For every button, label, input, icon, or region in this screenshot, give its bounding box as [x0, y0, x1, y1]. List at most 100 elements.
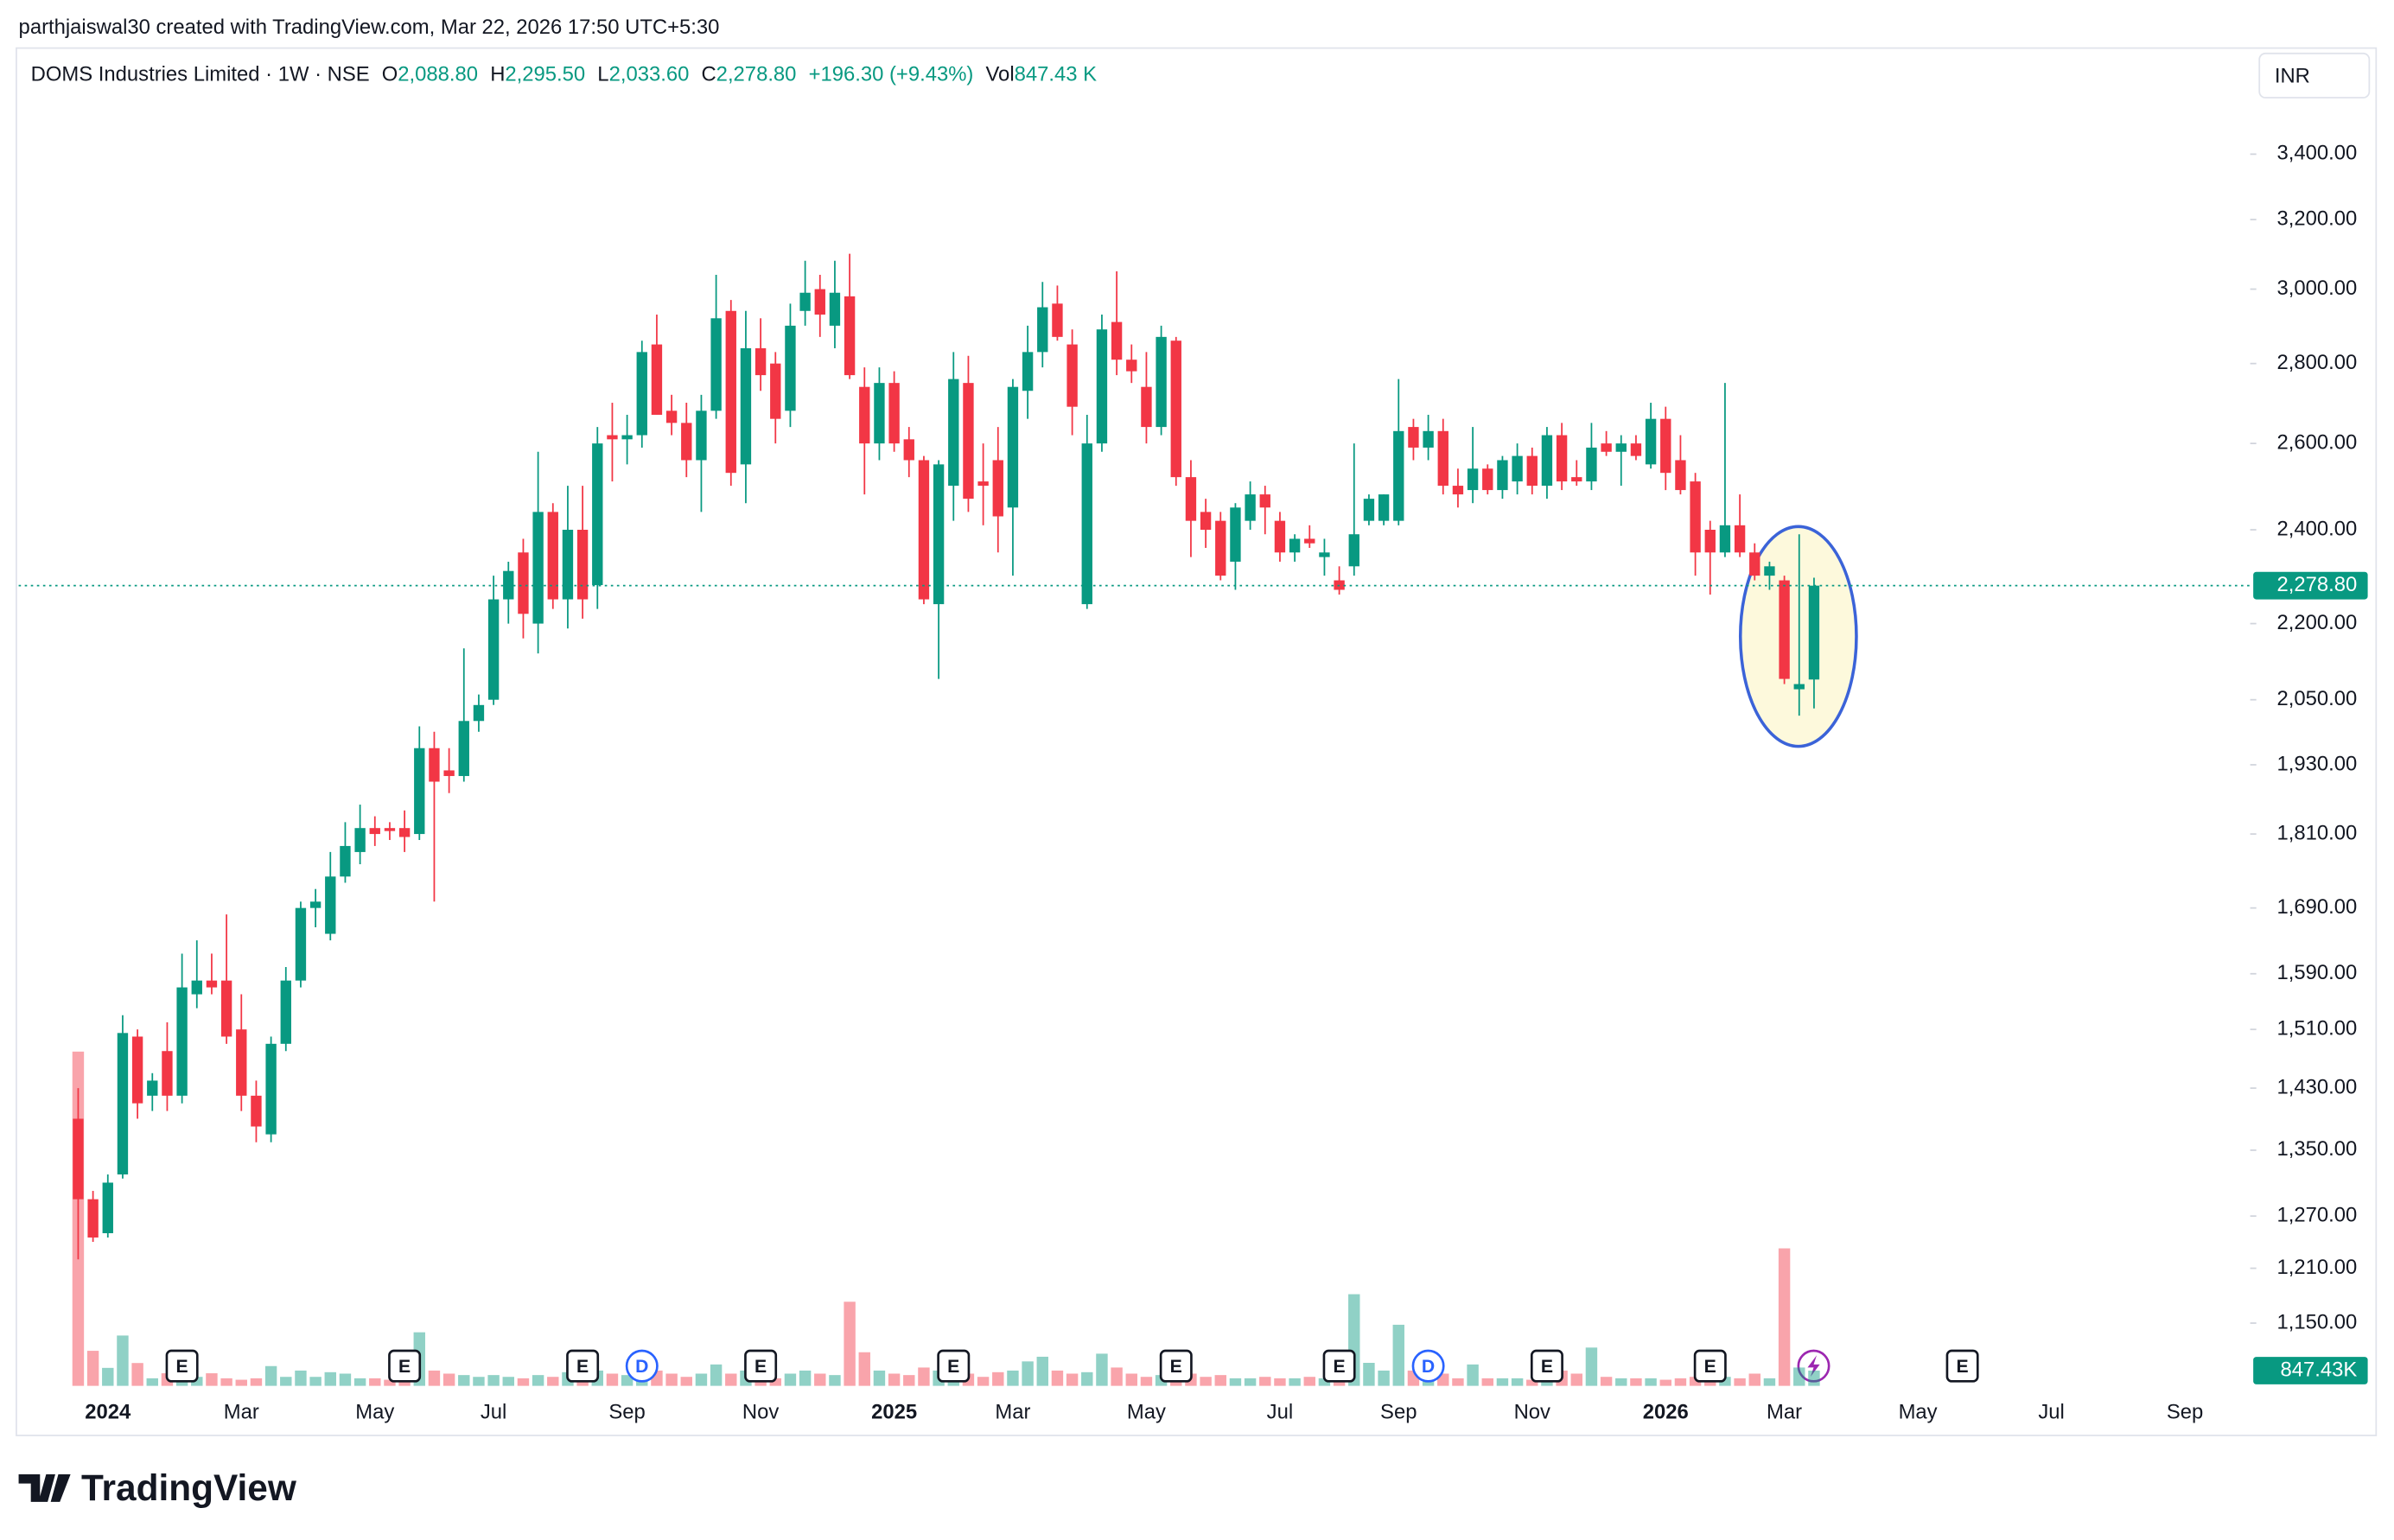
candle-body [1764, 566, 1775, 576]
volume-bar [873, 1370, 886, 1386]
currency[interactable]: INR [2275, 64, 2310, 87]
candle-body [1215, 520, 1226, 576]
y-tick-label: 1,270.00 [2276, 1203, 2357, 1226]
x-tick-label: Sep [608, 1401, 645, 1424]
candle-body [1170, 340, 1181, 478]
candle-body [1319, 552, 1330, 557]
volume-bar [784, 1373, 797, 1386]
candle-body [1304, 538, 1315, 544]
volume-bar [858, 1352, 870, 1386]
earnings-icon [1945, 1349, 1979, 1383]
earnings-icon [388, 1349, 422, 1383]
volume-bar [1645, 1378, 1657, 1386]
volume-bar [1763, 1378, 1776, 1386]
candle-body [1066, 344, 1078, 407]
x-tick-label: Sep [2167, 1401, 2203, 1424]
open: 2,088.80 [398, 63, 478, 86]
volume-bar [1674, 1378, 1687, 1386]
volume-bar [1096, 1353, 1108, 1386]
dividend-icon [625, 1349, 659, 1383]
volume-bar [1496, 1378, 1509, 1386]
volume-bar [473, 1377, 485, 1386]
candle-body [1512, 455, 1523, 482]
y-tick-label: 1,210.00 [2276, 1256, 2357, 1279]
volume-bar [1007, 1370, 1019, 1386]
candle-body [963, 383, 974, 500]
candle-body [280, 980, 291, 1044]
candle-body [1793, 684, 1805, 690]
candle-body [518, 552, 529, 614]
candle-body [191, 980, 202, 995]
event-label: D [1422, 1357, 1435, 1377]
high: 2,295.50 [505, 63, 585, 86]
y-tick-label: 3,000.00 [2276, 277, 2357, 300]
candle-body [1081, 443, 1092, 605]
change: +196.30 (+9.43%) [809, 63, 974, 86]
volume-bar [888, 1373, 901, 1386]
volume-bar [606, 1373, 619, 1386]
candle-body [874, 383, 885, 444]
candle-body [1437, 430, 1448, 487]
y-tick-label: 1,590.00 [2276, 961, 2357, 984]
x-tick-label: Mar [1767, 1401, 1802, 1424]
candle-body [740, 347, 752, 465]
candle-body [1408, 427, 1419, 448]
candle-body [562, 530, 574, 600]
last-price-label: 2,278.80 [2276, 573, 2357, 596]
volume-bar [1585, 1347, 1598, 1386]
earnings-icon [1693, 1349, 1727, 1383]
candle-body [295, 907, 307, 981]
y-tick-label: 2,400.00 [2276, 517, 2357, 540]
chart-frame [16, 47, 2378, 1436]
candle-body [576, 530, 589, 600]
candle-body [859, 386, 870, 444]
candle-body [1571, 477, 1582, 482]
candle-body [1779, 580, 1790, 679]
candle-body [888, 383, 900, 444]
volume-bar [428, 1370, 441, 1386]
candle-body [206, 980, 218, 988]
low-label: L [597, 63, 608, 86]
y-tick-label: 1,150.00 [2276, 1310, 2357, 1333]
candle-body [1393, 430, 1404, 521]
candle-body [1363, 499, 1375, 521]
volume-bar [844, 1301, 856, 1386]
volume-bar [1734, 1378, 1746, 1386]
volume-bar [1481, 1378, 1493, 1386]
event-label: E [398, 1357, 411, 1377]
volume-bar [1200, 1377, 1212, 1386]
earnings-icon [1322, 1349, 1356, 1383]
candle-body [1719, 525, 1731, 553]
candle-body [918, 460, 930, 600]
event-label: E [176, 1357, 188, 1377]
currency-button[interactable] [2258, 52, 2371, 99]
volume-bar [1111, 1367, 1123, 1386]
volume-bar [1022, 1361, 1034, 1386]
candle-body [340, 845, 351, 877]
close-label: C [701, 63, 716, 86]
candle-body [1601, 443, 1612, 452]
candle-body [325, 876, 336, 934]
high-label: H [490, 63, 505, 86]
candle-body [162, 1051, 173, 1096]
candle-body [117, 1033, 129, 1174]
x-tick-label: Mar [224, 1401, 259, 1424]
earnings-icon [566, 1349, 600, 1383]
volume-bar [710, 1364, 723, 1386]
volume-bar [1125, 1373, 1137, 1386]
volume-bar [1392, 1324, 1404, 1386]
candle-body [903, 439, 914, 461]
candle-body [1808, 585, 1820, 680]
volume-bar [1704, 1379, 1716, 1386]
volume-bar [280, 1377, 292, 1386]
candle-body [1245, 494, 1256, 521]
volume-bar [235, 1379, 247, 1386]
candle-body [1096, 329, 1108, 444]
candle-body [681, 423, 692, 461]
x-tick-label: May [1127, 1401, 1166, 1424]
volume-bar [1036, 1356, 1048, 1386]
y-tick-label: 2,200.00 [2276, 611, 2357, 634]
candle-body [1185, 477, 1197, 521]
candle-body [147, 1080, 158, 1096]
volume-bar [829, 1375, 841, 1386]
